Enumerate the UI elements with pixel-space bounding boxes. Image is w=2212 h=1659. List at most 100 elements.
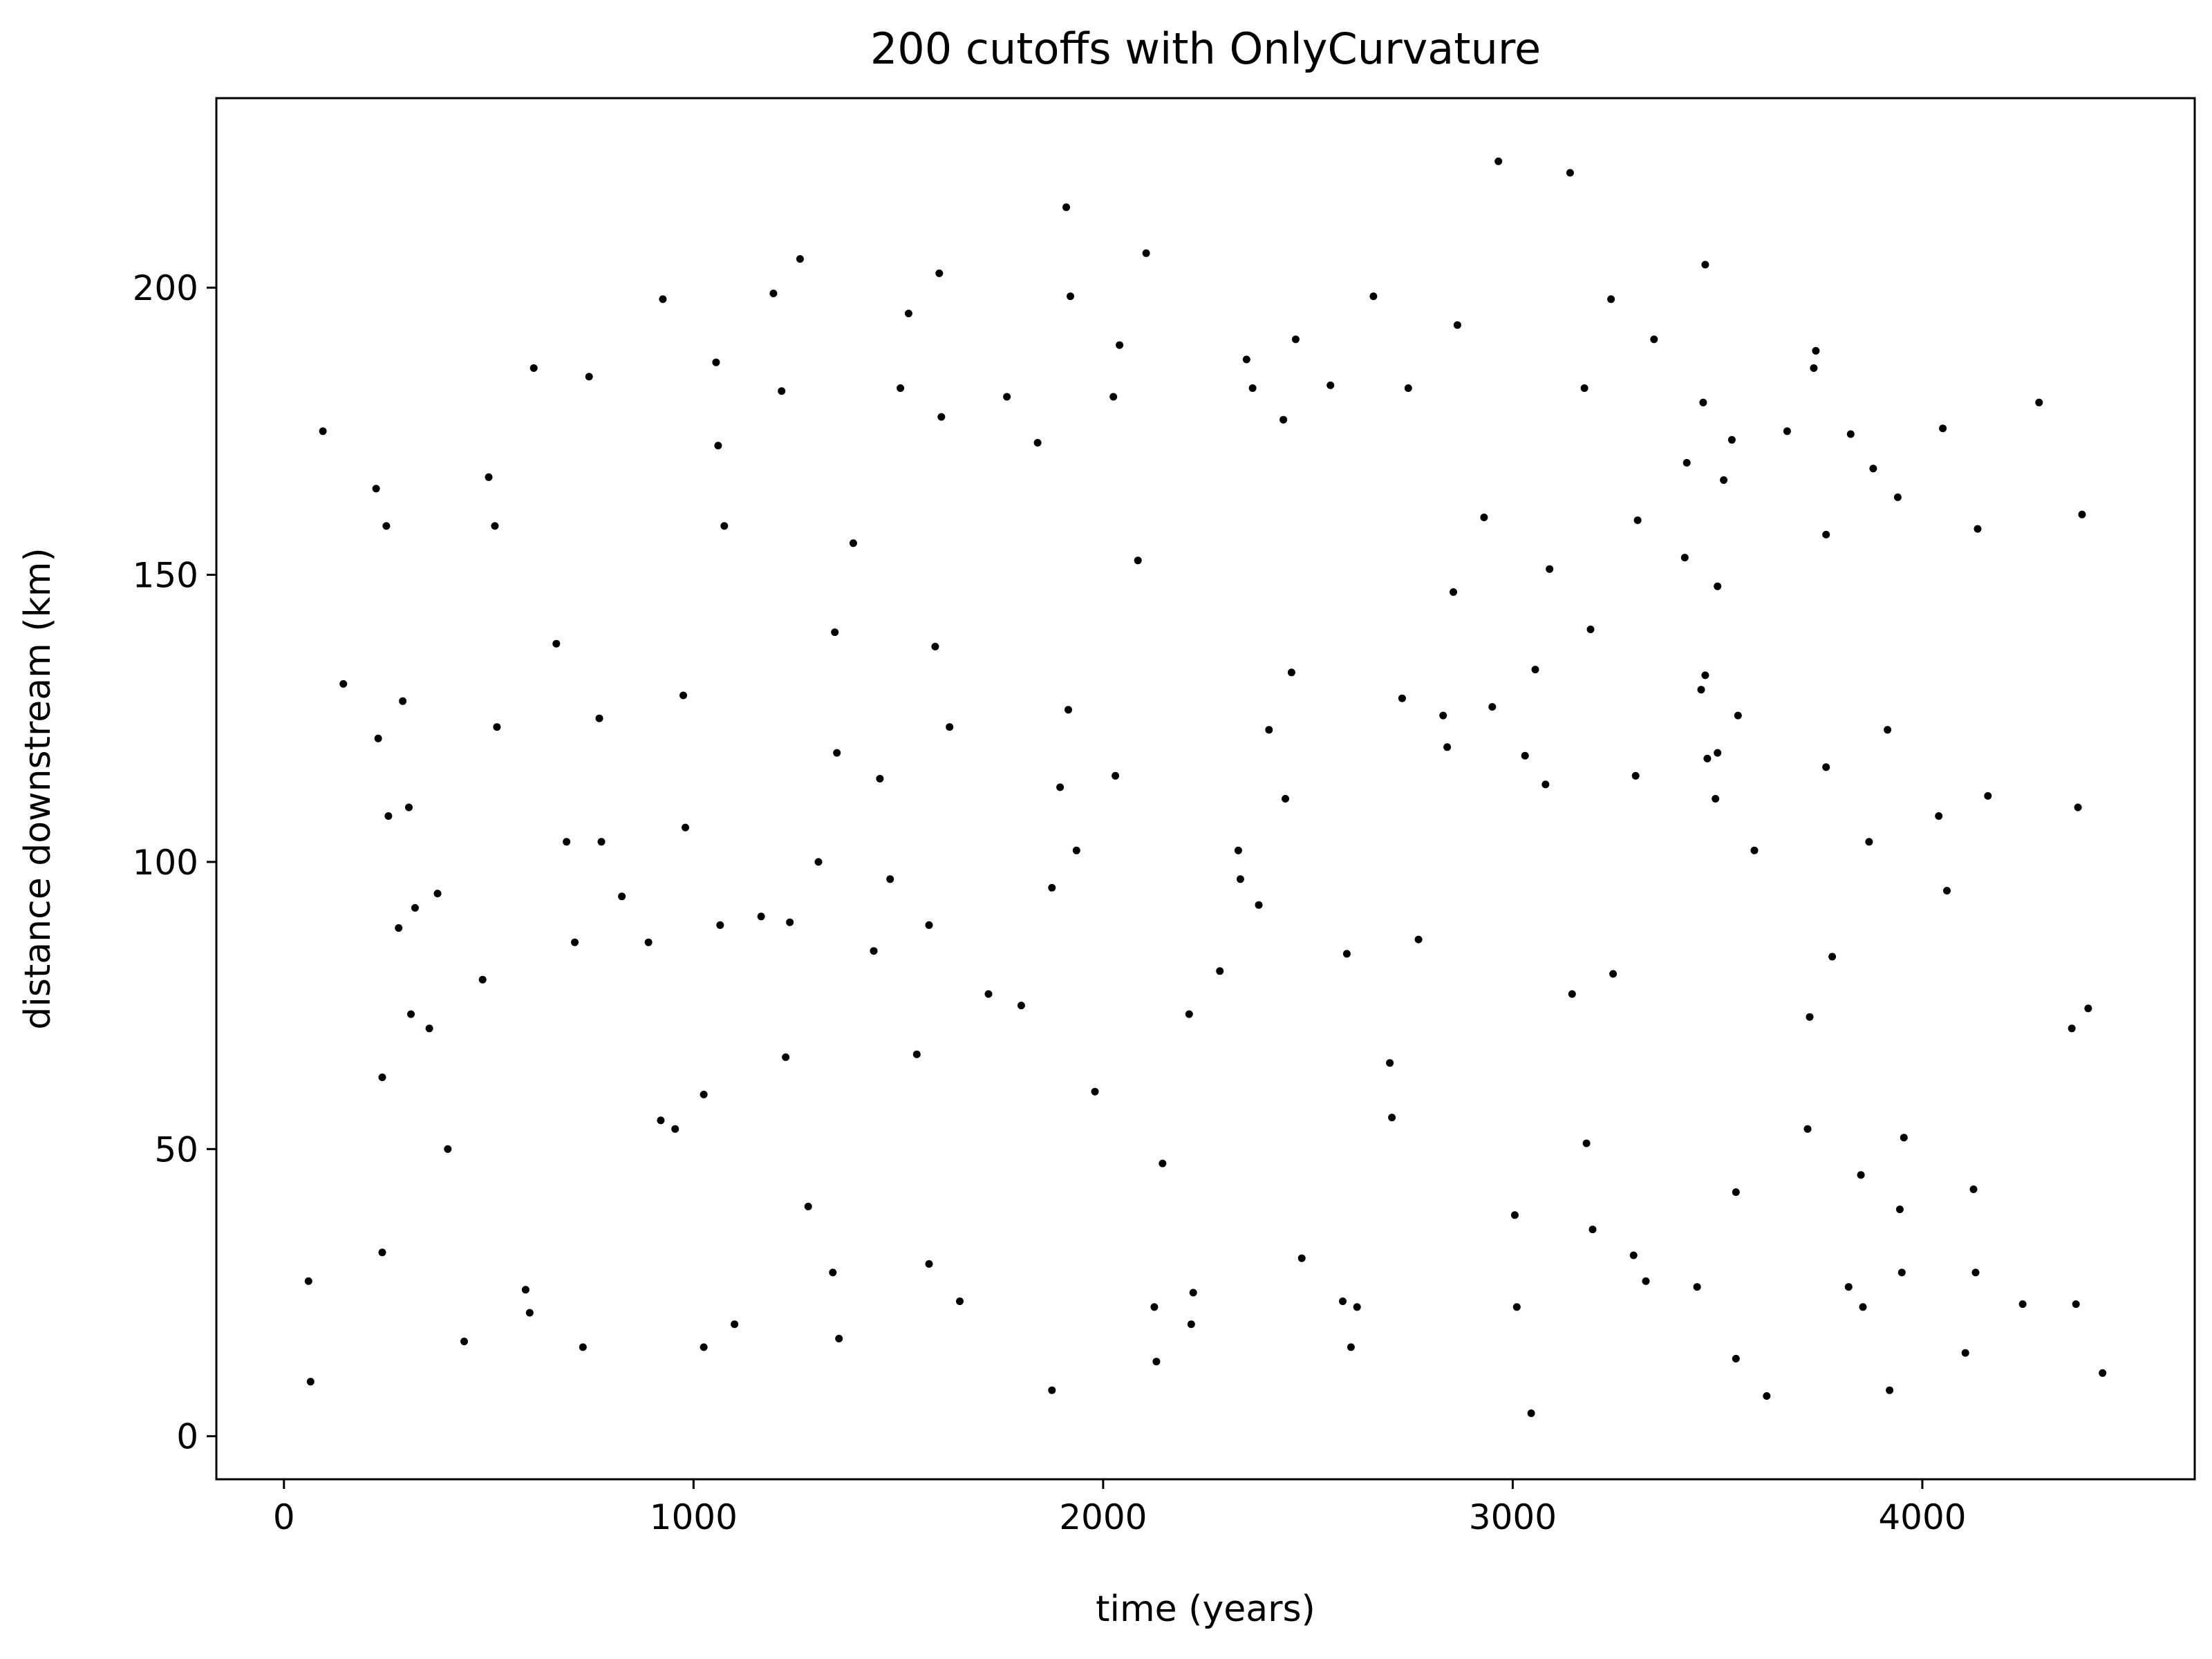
data-point xyxy=(444,1145,452,1153)
data-point xyxy=(1865,838,1873,846)
data-point xyxy=(731,1320,739,1329)
data-point xyxy=(1116,341,1124,349)
data-point xyxy=(1680,554,1689,562)
data-point xyxy=(1650,335,1658,344)
data-point xyxy=(1414,935,1423,944)
data-point xyxy=(571,938,579,946)
data-point xyxy=(1404,384,1412,392)
data-point xyxy=(1531,666,1539,674)
data-point xyxy=(912,1050,921,1058)
data-point xyxy=(521,1286,529,1294)
data-point xyxy=(306,1378,315,1386)
data-point xyxy=(425,1024,433,1033)
data-point xyxy=(1568,990,1576,998)
data-point xyxy=(1327,381,1335,389)
data-point xyxy=(491,522,499,530)
data-point xyxy=(1828,953,1837,961)
data-point xyxy=(1342,950,1351,958)
data-point xyxy=(1150,1303,1159,1311)
data-point xyxy=(1701,671,1709,679)
data-point xyxy=(1386,1059,1394,1067)
data-point xyxy=(1297,1254,1306,1262)
data-point xyxy=(1703,754,1712,762)
data-point xyxy=(1714,582,1722,590)
data-point xyxy=(411,903,419,912)
points-layer xyxy=(304,157,2107,1417)
chart-title: 200 cutoffs with OnlyCurvature xyxy=(870,24,1541,74)
x-tick-label: 3000 xyxy=(1469,1497,1557,1537)
data-point xyxy=(1152,1358,1161,1366)
data-point xyxy=(1631,771,1640,780)
data-point xyxy=(716,921,724,929)
data-point xyxy=(585,373,593,381)
data-point xyxy=(1734,711,1742,720)
plot-area xyxy=(216,98,2195,1479)
data-point xyxy=(757,912,765,921)
data-point xyxy=(1580,384,1588,392)
data-point xyxy=(460,1338,468,1346)
data-point xyxy=(1806,1013,1814,1021)
y-axis: 0 50 100 150 200 xyxy=(133,268,216,1457)
data-point xyxy=(1291,335,1300,344)
data-point xyxy=(485,473,493,481)
data-point xyxy=(1803,1125,1812,1133)
data-point xyxy=(1248,384,1257,392)
data-point xyxy=(1236,875,1244,883)
data-point xyxy=(1607,295,1615,303)
x-axis: 0 1000 2000 3000 4000 xyxy=(273,1479,1967,1537)
data-point xyxy=(1720,476,1728,484)
data-point xyxy=(1712,795,1720,803)
data-point xyxy=(1697,686,1705,694)
data-point xyxy=(319,427,327,435)
x-tick-label: 1000 xyxy=(650,1497,738,1537)
data-point xyxy=(2018,1300,2027,1309)
data-point xyxy=(1727,435,1736,444)
data-point xyxy=(1783,427,1791,435)
data-point xyxy=(1255,901,1263,909)
data-point xyxy=(1339,1297,1347,1305)
data-point xyxy=(382,522,391,530)
data-point xyxy=(1048,1386,1056,1394)
data-point xyxy=(1353,1303,1361,1311)
data-point xyxy=(1159,1159,1167,1168)
data-point xyxy=(1488,703,1497,711)
data-point xyxy=(1633,516,1642,525)
data-point xyxy=(1939,424,1947,433)
data-point xyxy=(1693,1283,1701,1291)
data-point xyxy=(1439,711,1447,720)
data-point xyxy=(1822,530,1830,538)
data-point xyxy=(897,384,905,392)
data-point xyxy=(876,775,884,782)
data-point xyxy=(700,1343,708,1351)
data-point xyxy=(1588,1226,1597,1234)
data-point xyxy=(1609,970,1618,978)
data-point xyxy=(1067,292,1074,301)
data-point xyxy=(1546,565,1554,573)
y-axis-label: distance downstream (km) xyxy=(17,547,59,1029)
data-point xyxy=(1265,726,1273,734)
data-point xyxy=(2035,398,2043,406)
data-point xyxy=(1844,1283,1853,1291)
data-point xyxy=(1884,726,1892,734)
data-point xyxy=(829,1268,837,1277)
data-point xyxy=(786,918,794,926)
data-point xyxy=(1642,1277,1650,1285)
data-point xyxy=(1893,493,1902,501)
data-point xyxy=(835,1335,843,1342)
data-point xyxy=(1895,1206,1904,1213)
data-point xyxy=(478,975,487,984)
data-point xyxy=(552,639,561,648)
data-point xyxy=(925,921,933,929)
data-point xyxy=(1521,751,1529,760)
data-point xyxy=(1242,355,1250,364)
data-point xyxy=(644,938,653,946)
data-point xyxy=(1072,846,1080,854)
data-point xyxy=(579,1343,587,1351)
data-point xyxy=(1234,846,1242,854)
data-point xyxy=(2078,510,2086,518)
data-point xyxy=(782,1053,790,1061)
data-point xyxy=(1450,588,1457,596)
data-point xyxy=(904,310,912,317)
data-point xyxy=(833,749,841,757)
